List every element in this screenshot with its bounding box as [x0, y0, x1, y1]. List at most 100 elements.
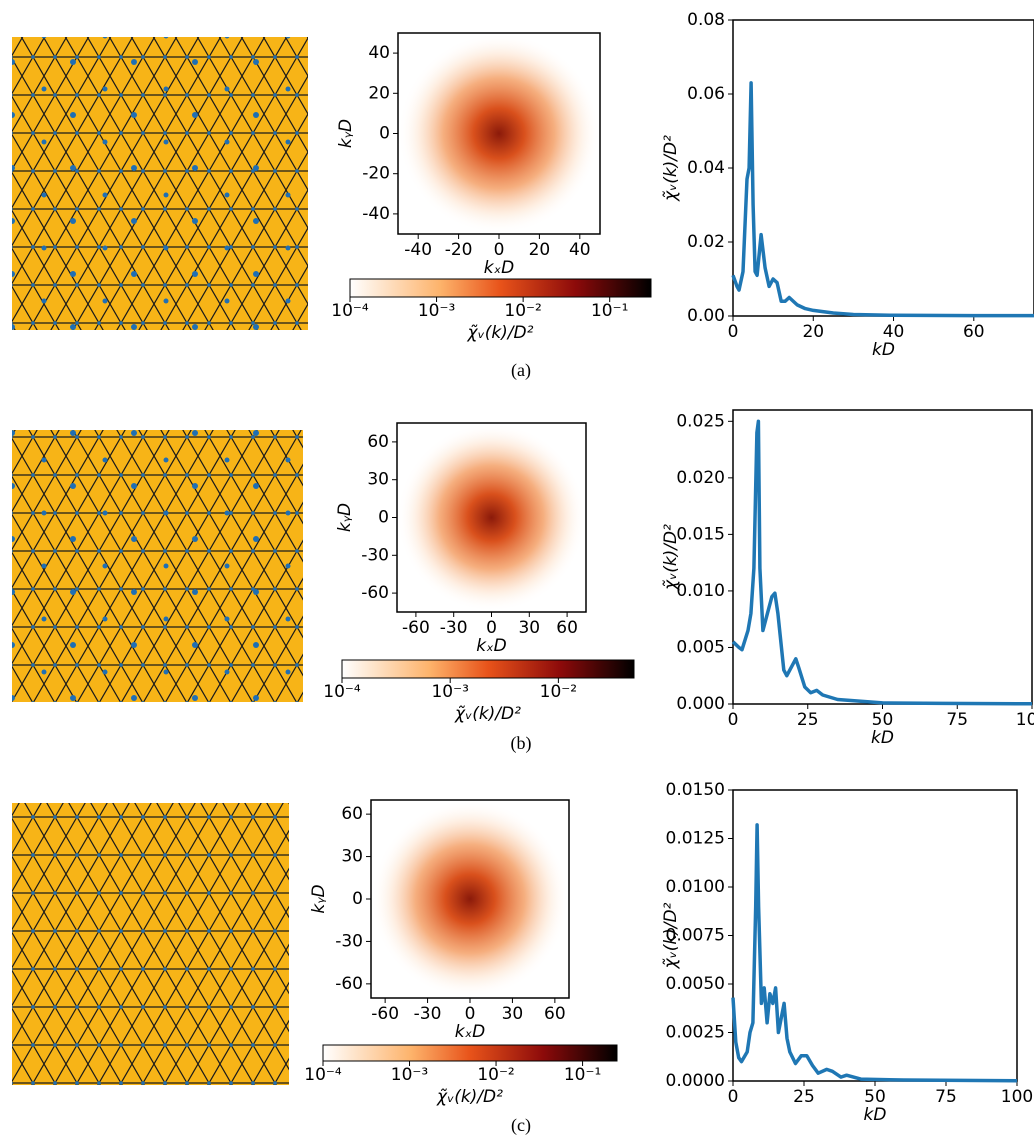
- y-tick-label: -30: [361, 545, 389, 565]
- packing-b-voids: [12, 430, 303, 702]
- caption: (a): [511, 360, 531, 381]
- y-tick-label: 0.0075: [666, 926, 725, 946]
- x-tick-label: 50: [872, 710, 894, 730]
- x-tick-label: -60: [402, 618, 430, 638]
- y-tick-label: 0.025: [676, 411, 725, 431]
- x-tick-label: 75: [946, 710, 968, 730]
- data-line: [731, 81, 1034, 318]
- x-tick-label: 0: [728, 322, 739, 342]
- colorbar-tick-label: 10⁻²: [477, 1065, 514, 1085]
- x-axis-label: kD: [871, 728, 894, 748]
- colorbar-tick-label: 10⁻³: [418, 301, 455, 321]
- x-tick-label: -30: [440, 618, 468, 638]
- x-tick-label: 25: [793, 1087, 815, 1107]
- colorbar-label: χ̃ᵥ(k)/D²: [454, 704, 521, 724]
- x-tick-label: 0: [494, 240, 505, 260]
- y-tick-label: -40: [362, 204, 390, 224]
- plot-frame: [732, 789, 1018, 1082]
- y-tick-label: -60: [361, 583, 389, 603]
- y-axis-label: χ̃ᵥ(k)/D²: [661, 902, 681, 969]
- colorbar-tick-label: 10⁻³: [391, 1065, 428, 1085]
- plot-frame: [732, 19, 1034, 317]
- x-tick-label: 60: [544, 1004, 566, 1024]
- y-axis-label: χ̃ᵥ(k)/D²: [661, 135, 681, 202]
- colorbar-tick-label: 10⁻³: [431, 682, 468, 702]
- y-tick-label: -60: [335, 974, 363, 994]
- colorbar-tick-label: 10⁻¹: [591, 301, 628, 321]
- y-tick-label: 0.06: [687, 84, 725, 104]
- y-tick-label: 0.02: [687, 232, 725, 252]
- x-tick-label: 0: [728, 710, 739, 730]
- y-axis-label: χ̃ᵥ(k)/D²: [661, 524, 681, 591]
- y-tick-label: 0.010: [676, 581, 725, 601]
- y-tick-label: 0.000: [676, 694, 725, 714]
- x-tick-label: 30: [518, 618, 540, 638]
- x-tick-label: 30: [502, 1004, 524, 1024]
- x-tick-label: 0: [465, 1004, 476, 1024]
- y-tick-label: 0.0100: [666, 877, 725, 897]
- x-axis-label: kD: [864, 1105, 887, 1125]
- data-line: [731, 419, 1033, 706]
- y-tick-label: 20: [368, 83, 390, 103]
- x-tick-label: 50: [864, 1087, 886, 1107]
- x-tick-label: 25: [797, 710, 819, 730]
- y-axis-label: kᵧD: [335, 503, 355, 532]
- y-tick-label: 60: [367, 432, 389, 452]
- x-tick-label: 60: [556, 618, 578, 638]
- x-tick-label: -40: [404, 240, 432, 260]
- x-tick-label: -30: [414, 1004, 442, 1024]
- colorbar: [341, 659, 635, 679]
- x-tick-label: 40: [569, 240, 591, 260]
- x-tick-label: 0: [486, 618, 497, 638]
- x-tick-label: 75: [935, 1087, 957, 1107]
- x-axis-label: kₓD: [455, 1022, 485, 1042]
- y-tick-label: 0.005: [676, 637, 725, 657]
- y-tick-label: 0.08: [687, 10, 725, 30]
- y-tick-label: 40: [368, 43, 390, 63]
- caption: (b): [511, 733, 532, 754]
- colorbar-tick-label: 10⁻²: [540, 682, 577, 702]
- x-axis-label: kₓD: [484, 258, 514, 278]
- colorbar-label: χ̃ᵥ(k)/D²: [436, 1087, 503, 1107]
- caption: (c): [511, 1115, 531, 1136]
- data-line: [731, 823, 1018, 1083]
- y-tick-label: 0.015: [676, 524, 725, 544]
- heatmap-image: [371, 800, 569, 998]
- packing-c: [12, 803, 289, 1085]
- colorbar-tick-label: 10⁻²: [504, 301, 541, 321]
- y-tick-label: -20: [362, 164, 390, 184]
- y-axis-label: kᵧD: [336, 119, 356, 148]
- y-tick-label: 0: [379, 124, 390, 144]
- y-axis-label: kᵧD: [309, 884, 329, 913]
- packing-images: [12, 37, 308, 1085]
- x-axis-label: kD: [872, 340, 895, 360]
- colorbar-label: χ̃ᵥ(k)/D²: [467, 323, 534, 343]
- y-tick-label: 0: [352, 889, 363, 909]
- colorbar: [322, 1044, 618, 1062]
- heatmap-image: [398, 33, 600, 234]
- y-tick-label: 60: [341, 804, 363, 824]
- x-tick-label: -60: [371, 1004, 399, 1024]
- x-tick-label: 60: [963, 322, 985, 342]
- y-tick-label: 0: [378, 508, 389, 528]
- y-tick-label: -30: [335, 931, 363, 951]
- y-tick-label: 0.0000: [666, 1071, 725, 1091]
- y-tick-label: 0.00: [687, 306, 725, 326]
- x-tick-label: 100: [1001, 1087, 1033, 1107]
- colorbar-tick-label: 10⁻⁴: [304, 1065, 342, 1085]
- packing-a-voids: [12, 37, 308, 330]
- x-tick-label: -20: [445, 240, 473, 260]
- x-axis-label: kₓD: [476, 636, 506, 656]
- x-tick-label: 0: [728, 1087, 739, 1107]
- y-tick-label: 30: [341, 847, 363, 867]
- x-tick-label: 100: [1016, 710, 1034, 730]
- colorbar: [349, 278, 652, 298]
- y-tick-label: 0.0050: [666, 974, 725, 994]
- y-tick-label: 30: [367, 470, 389, 490]
- y-tick-label: 0.0125: [666, 829, 725, 849]
- x-tick-label: 40: [883, 322, 905, 342]
- y-tick-label: 0.04: [687, 158, 725, 178]
- y-tick-label: 0.0150: [666, 780, 725, 800]
- colorbar-tick-label: 10⁻¹: [564, 1065, 601, 1085]
